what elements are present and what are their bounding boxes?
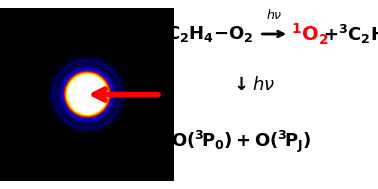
Text: $\mathbf{^1O_2}$: $\mathbf{^1O_2}$ — [291, 21, 328, 47]
Text: $\mathbf{\mathit{h\nu}}$: $\mathbf{\mathit{h\nu}}$ — [266, 8, 283, 22]
Text: $\mathbf{\downarrow \mathit{h\nu}}$: $\mathbf{\downarrow \mathit{h\nu}}$ — [230, 76, 275, 94]
Text: $\mathbf{+^3C_2H_4}$: $\mathbf{+^3C_2H_4}$ — [323, 22, 378, 46]
Text: $\mathbf{C_2H_4{-}O_2}$: $\mathbf{C_2H_4{-}O_2}$ — [166, 24, 254, 44]
Text: $\mathbf{O(^3\!P_0)+O(^3\!P_J)}$: $\mathbf{O(^3\!P_0)+O(^3\!P_J)}$ — [170, 129, 311, 155]
